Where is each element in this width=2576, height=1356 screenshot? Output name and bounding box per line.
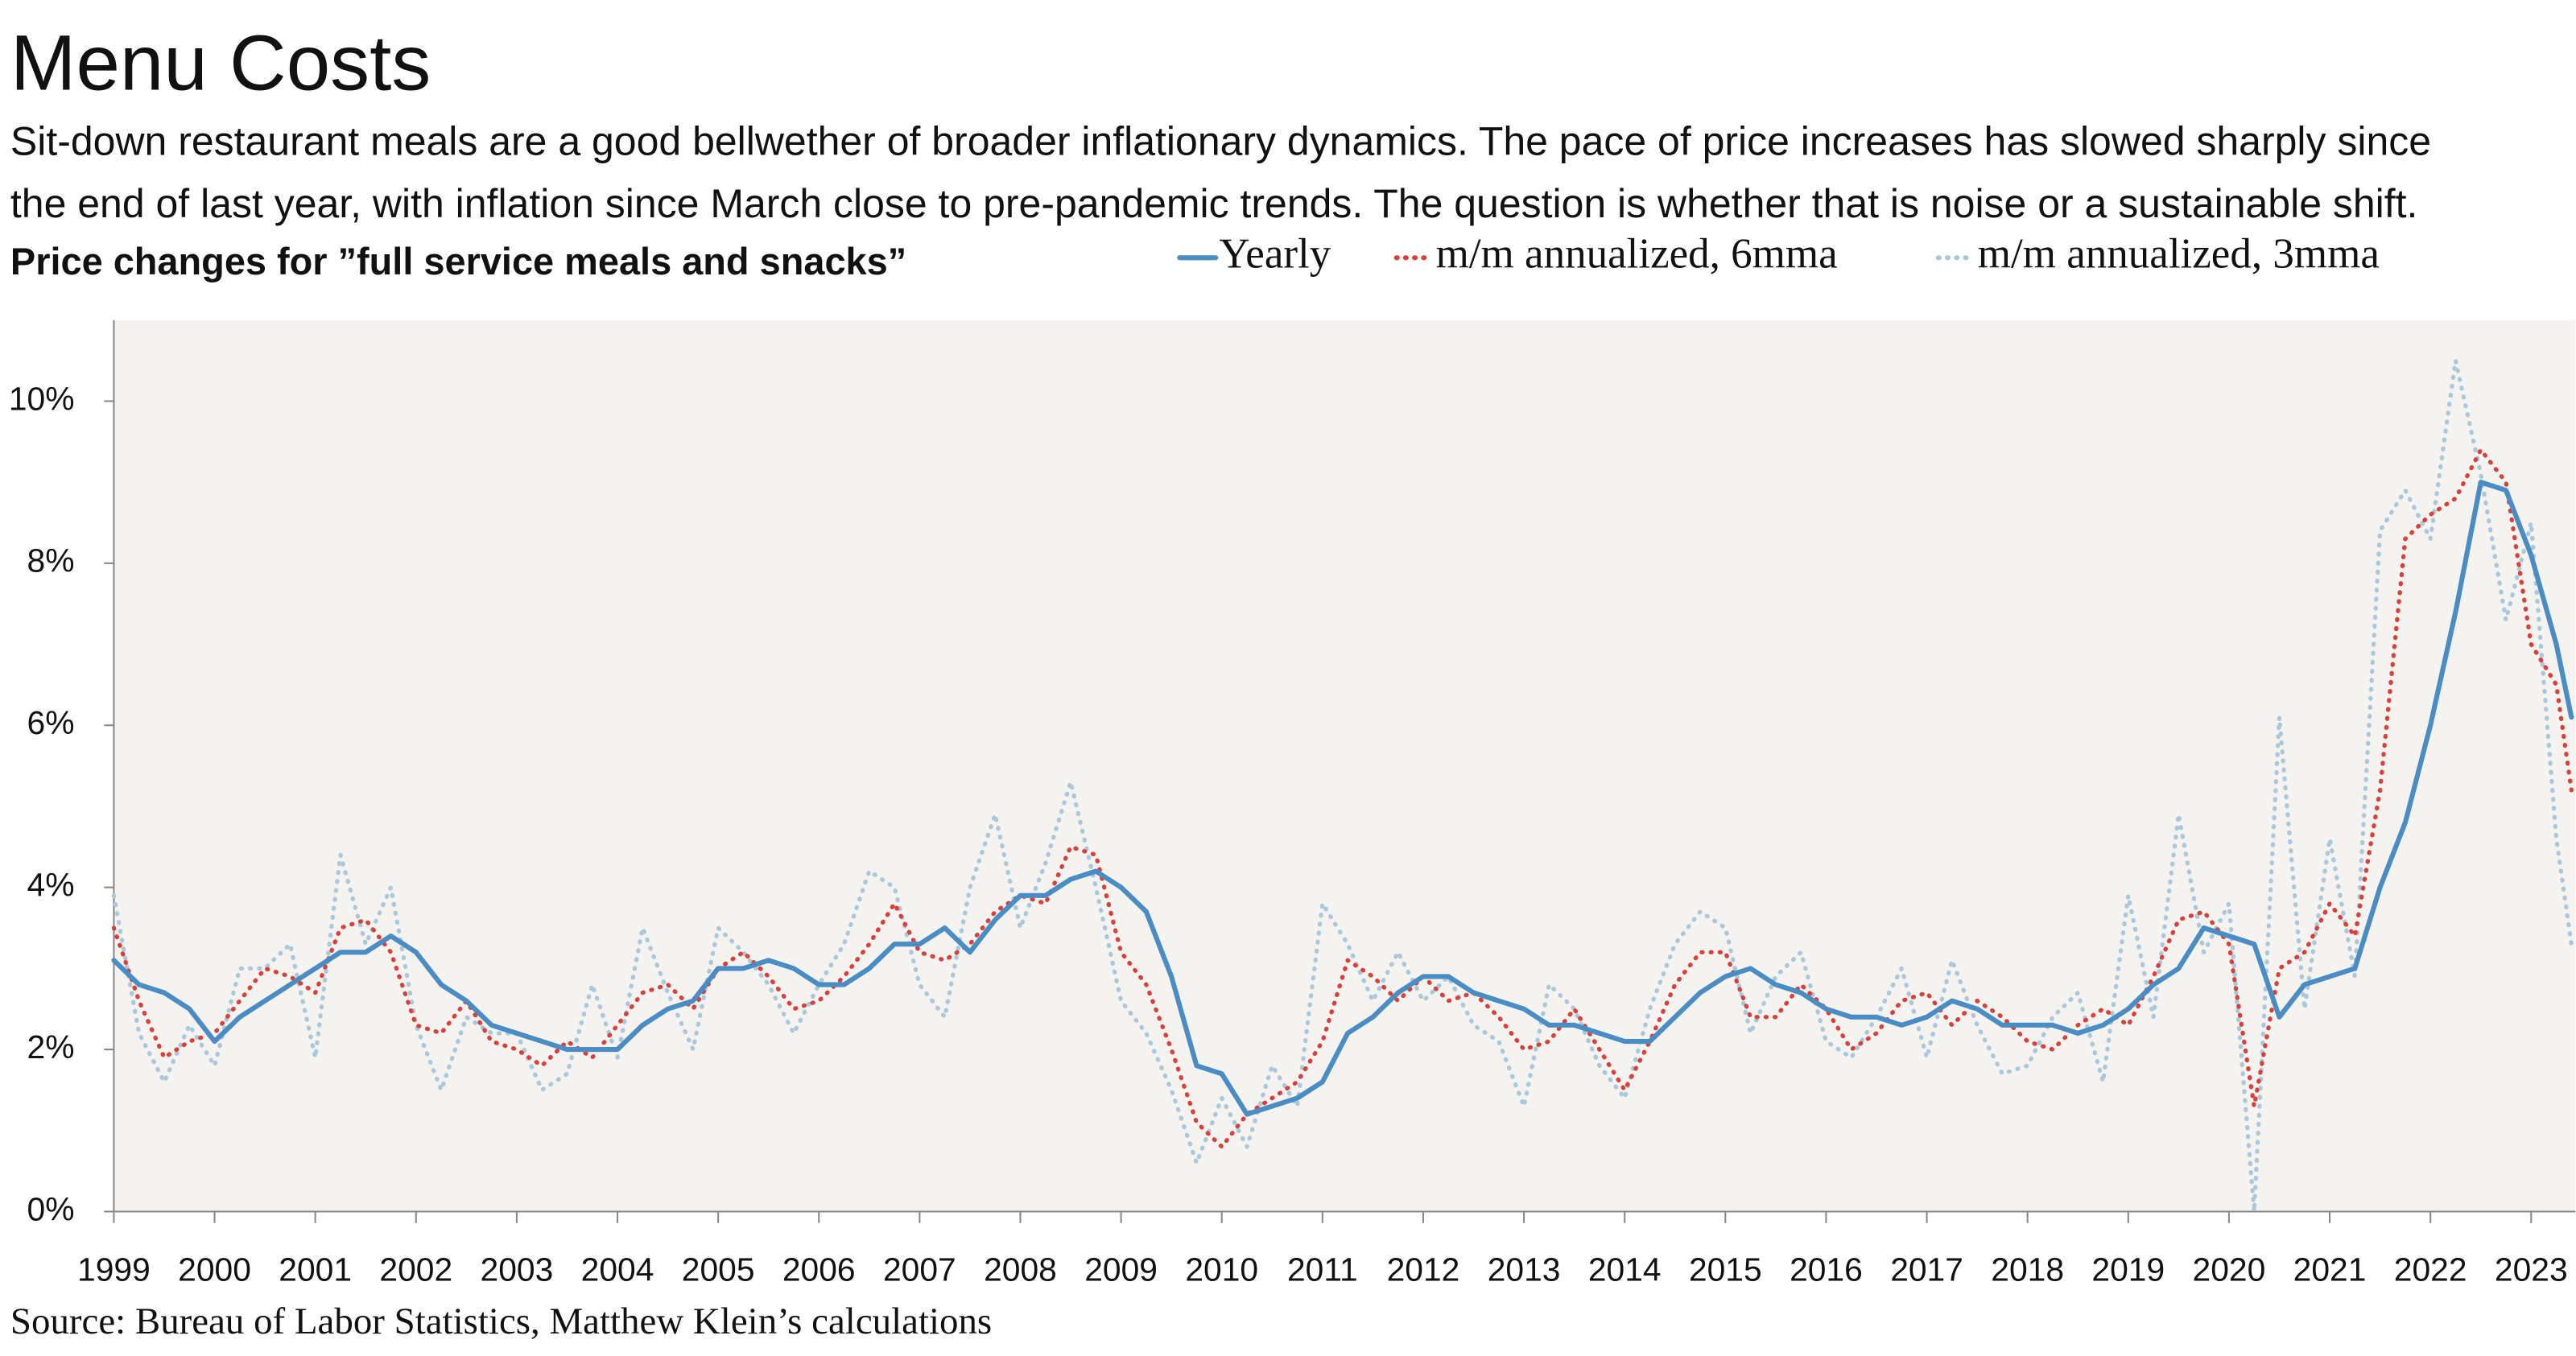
chart-title: Menu Costs [10,19,431,107]
y-tick-label: 8% [27,542,75,579]
x-tick-label: 2021 [2293,1251,2367,1288]
x-tick-label: 2012 [1387,1251,1460,1288]
x-tick-label: 1999 [77,1251,151,1288]
x-tick-label: 2000 [178,1251,251,1288]
x-tick-label: 2016 [1790,1251,1863,1288]
legend-label: m/m annualized, 3mma [1978,230,2380,277]
series-line [111,358,2574,1214]
legend-label: m/m annualized, 6mma [1436,230,1838,277]
x-tick-label: 2008 [984,1251,1057,1288]
plot-background [114,319,2576,1212]
series-line [111,447,2574,1149]
x-tick-label: 2010 [1185,1251,1258,1288]
x-tick-label: 2003 [481,1251,554,1288]
y-tick-label: 0% [27,1190,75,1227]
x-tick-label: 2023 [2495,1251,2568,1288]
x-tick-label: 2017 [1890,1251,1963,1288]
x-tick-label: 2014 [1588,1251,1662,1288]
x-tick-label: 2015 [1689,1251,1762,1288]
subtitle: Sit-down restaurant meals are a good bel… [10,119,2431,164]
x-tick-label: 2005 [682,1251,755,1288]
x-tick-label: 2004 [581,1251,654,1288]
x-tick-label: 2001 [279,1251,352,1288]
x-tick-label: 2006 [782,1251,856,1288]
y-tick-label: 4% [27,866,75,903]
x-tick-label: 2002 [379,1251,452,1288]
source: Source: Bureau of Labor Statistics, Matt… [10,1300,992,1342]
x-tick-label: 2019 [2091,1251,2165,1288]
x-tick-label: 2009 [1084,1251,1158,1288]
x-tick-label: 2022 [2394,1251,2467,1288]
legend-label: Yearly [1219,230,1331,277]
x-tick-label: 2013 [1488,1251,1561,1288]
x-tick-label: 2018 [1991,1251,2064,1288]
chart-label: Price changes for ”full service meals an… [10,241,906,282]
y-tick-label: 10% [9,380,75,417]
x-tick-label: 2020 [2193,1251,2266,1288]
series-line [111,480,2574,1117]
subtitle: the end of last year, with inflation sin… [10,181,2418,226]
y-tick-label: 2% [27,1028,75,1065]
x-tick-label: 2011 [1287,1251,1358,1288]
x-tick-label: 2007 [883,1251,956,1288]
y-tick-label: 6% [27,704,75,741]
